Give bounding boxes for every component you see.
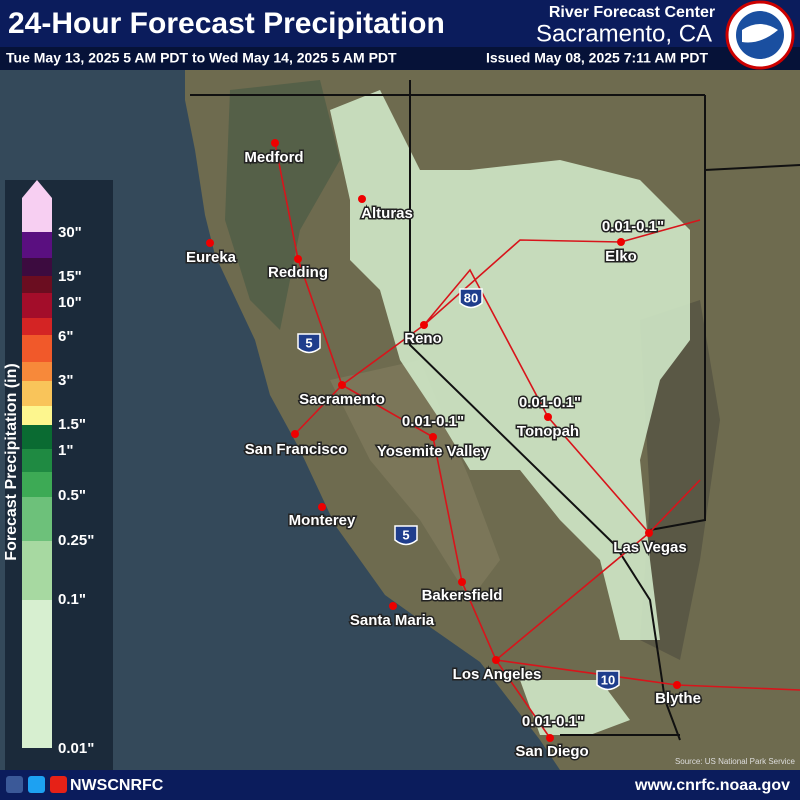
legend-swatch bbox=[22, 600, 52, 748]
legend-swatch bbox=[22, 198, 52, 232]
legend-label: 6" bbox=[58, 328, 73, 345]
legend-arrow bbox=[22, 180, 52, 198]
legend-swatch bbox=[22, 232, 52, 258]
city-dot bbox=[291, 430, 299, 438]
legend-label: 15" bbox=[58, 268, 82, 285]
url[interactable]: www.cnrfc.noaa.gov bbox=[634, 777, 790, 794]
legend-swatch bbox=[22, 541, 52, 600]
city-label: Medford bbox=[244, 149, 303, 166]
highway-number: 5 bbox=[305, 335, 312, 350]
legend-label: 1.5" bbox=[58, 416, 86, 433]
legend-swatch bbox=[22, 449, 52, 472]
city-dot bbox=[338, 381, 346, 389]
city-label: Eureka bbox=[186, 249, 237, 266]
city-label: Tonopah bbox=[517, 423, 579, 440]
city-dot bbox=[546, 734, 554, 742]
nws-logo bbox=[725, 0, 795, 70]
period: Tue May 13, 2025 5 AM PDT to Wed May 14,… bbox=[6, 50, 397, 66]
city-label: Los Angeles bbox=[453, 666, 542, 683]
city-dot bbox=[389, 602, 397, 610]
city-dot bbox=[492, 656, 500, 664]
city-label: Redding bbox=[268, 264, 328, 281]
header-band bbox=[0, 0, 800, 47]
city-label: San Diego bbox=[515, 743, 588, 760]
legend-label: 0.01" bbox=[58, 740, 94, 757]
center: River Forecast Center bbox=[549, 4, 715, 21]
title: 24-Hour Forecast Precipitation bbox=[8, 7, 445, 40]
city-label: Elko bbox=[605, 248, 637, 265]
legend-swatch bbox=[22, 335, 52, 362]
city-label: Las Vegas bbox=[613, 539, 686, 556]
legend-swatch bbox=[22, 258, 52, 276]
legend-title: Forecast Precipitation (in) bbox=[3, 363, 20, 560]
legend-swatch bbox=[22, 425, 52, 449]
city-label: Bakersfield bbox=[422, 587, 503, 604]
city-dot bbox=[294, 255, 302, 263]
city-dot bbox=[544, 413, 552, 421]
highway-number: 10 bbox=[601, 672, 615, 687]
legend-swatch bbox=[22, 362, 52, 381]
city-label: Monterey bbox=[289, 512, 356, 529]
city-label: Blythe bbox=[655, 690, 701, 707]
facebook-icon[interactable] bbox=[6, 776, 23, 793]
city-dot bbox=[429, 433, 437, 441]
legend-swatch bbox=[22, 472, 52, 497]
city-label: Santa Maria bbox=[350, 612, 435, 629]
state-border bbox=[190, 80, 800, 741]
source: Source: US National Park Service bbox=[675, 757, 796, 766]
terrain bbox=[640, 300, 720, 660]
highway-shield bbox=[596, 670, 620, 691]
legend-label: 30" bbox=[58, 224, 82, 241]
legend-label: 1" bbox=[58, 442, 73, 459]
highway-number: 80 bbox=[464, 290, 478, 305]
city-dot bbox=[458, 578, 466, 586]
legend-label: 0.1" bbox=[58, 591, 86, 608]
legend-label: 0.25" bbox=[58, 532, 94, 549]
legend-swatch bbox=[22, 276, 52, 293]
city-dot bbox=[420, 321, 428, 329]
precip-annotation: 0.01-0.1" bbox=[402, 413, 464, 430]
highway-shield bbox=[394, 525, 418, 546]
legend-label: 10" bbox=[58, 294, 82, 311]
legend-swatch bbox=[22, 293, 52, 318]
issued: Issued May 08, 2025 7:11 AM PDT bbox=[486, 50, 708, 66]
city-dot bbox=[673, 681, 681, 689]
terrain bbox=[330, 360, 500, 600]
subheader-band bbox=[0, 47, 800, 70]
highway-number: 5 bbox=[402, 527, 409, 542]
twitter-icon[interactable] bbox=[28, 776, 45, 793]
city-label: Reno bbox=[404, 330, 442, 347]
city-dot bbox=[206, 239, 214, 247]
precip-annotation: 0.01-0.1" bbox=[602, 218, 664, 235]
city-dot bbox=[358, 195, 366, 203]
city-label: Sacramento bbox=[299, 391, 385, 408]
legend-swatch bbox=[22, 381, 52, 406]
legend-swatch bbox=[22, 318, 52, 335]
precip-area bbox=[520, 680, 630, 735]
handle: NWSCNRFC bbox=[70, 777, 164, 794]
legend-swatch bbox=[22, 497, 52, 541]
highway-shield bbox=[297, 333, 321, 354]
city-label: Alturas bbox=[361, 205, 413, 222]
precip-annotation: 0.01-0.1" bbox=[519, 394, 581, 411]
city-dot bbox=[645, 529, 653, 537]
terrain bbox=[225, 80, 340, 330]
legend-label: 3" bbox=[58, 372, 73, 389]
precip-area bbox=[330, 90, 690, 640]
precip-annotation: 0.01-0.1" bbox=[522, 713, 584, 730]
highway-shield bbox=[459, 288, 483, 309]
city-label: Yosemite Valley bbox=[377, 443, 490, 460]
city-dot bbox=[617, 238, 625, 246]
legend-swatch bbox=[22, 406, 52, 425]
city-label: San Francisco bbox=[245, 441, 348, 458]
city-dot bbox=[271, 139, 279, 147]
city-dot bbox=[318, 503, 326, 511]
youtube-icon[interactable] bbox=[50, 776, 67, 793]
legend-label: 0.5" bbox=[58, 487, 86, 504]
location: Sacramento, CA bbox=[536, 20, 712, 47]
footer-band bbox=[0, 770, 800, 800]
